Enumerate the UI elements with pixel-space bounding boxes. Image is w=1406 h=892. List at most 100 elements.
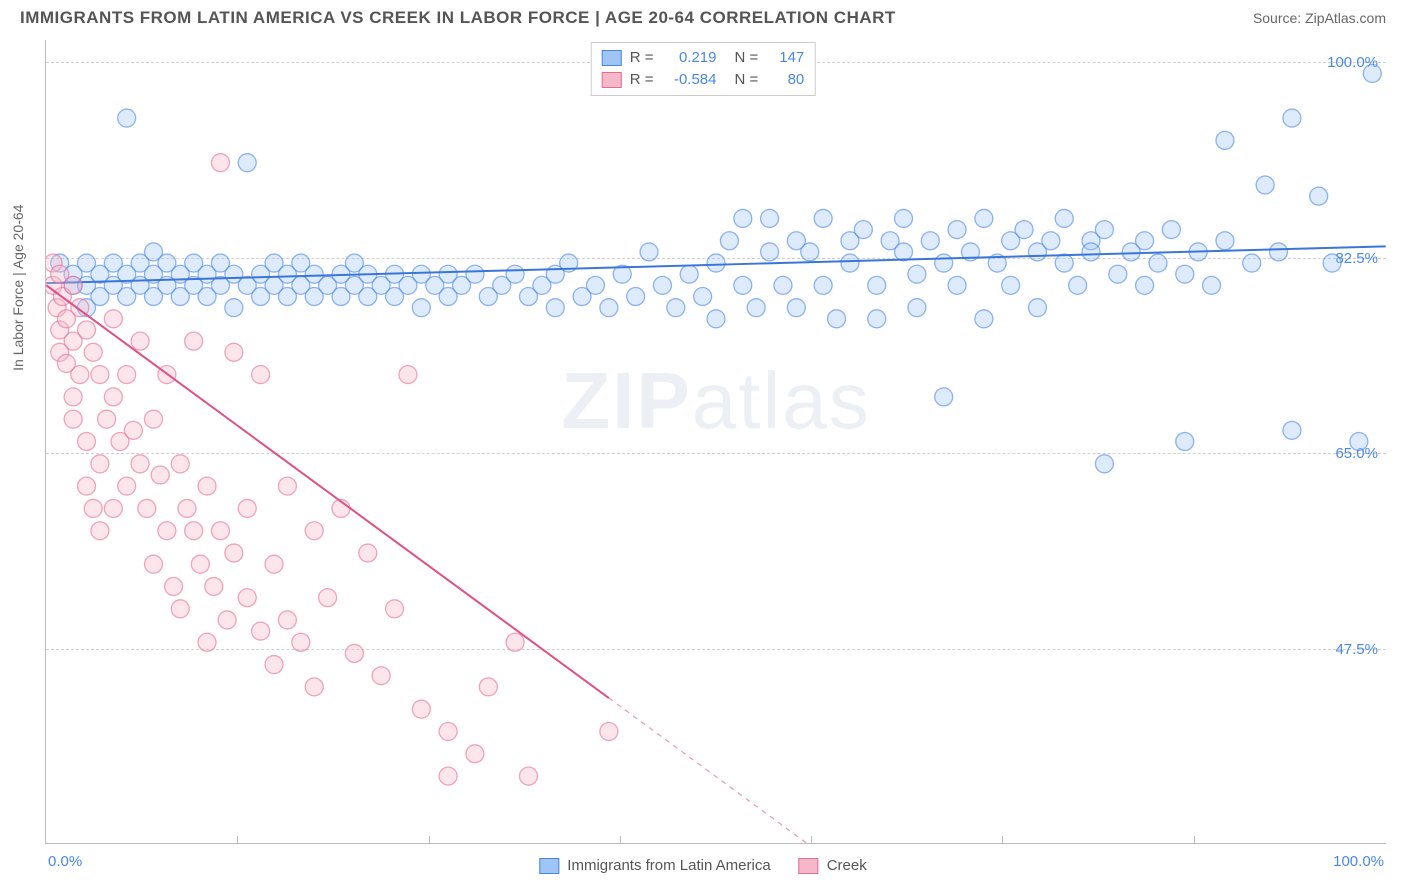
scatter-point: [908, 265, 926, 283]
scatter-point: [185, 332, 203, 350]
scatter-point: [841, 254, 859, 272]
scatter-point: [1095, 455, 1113, 473]
scatter-point: [1283, 421, 1301, 439]
scatter-point: [64, 410, 82, 428]
scatter-point: [707, 254, 725, 272]
legend-series-name: Immigrants from Latin America: [567, 857, 770, 874]
scatter-point: [1028, 299, 1046, 317]
scatter-point: [814, 276, 832, 294]
scatter-point: [84, 343, 102, 361]
scatter-point: [935, 388, 953, 406]
scatter-point: [466, 745, 484, 763]
legend-swatch: [602, 72, 622, 88]
scatter-point: [238, 154, 256, 172]
scatter-point: [205, 577, 223, 595]
scatter-point: [265, 555, 283, 573]
scatter-point: [1176, 433, 1194, 451]
scatter-point: [1243, 254, 1261, 272]
scatter-point: [91, 366, 109, 384]
scatter-point: [600, 299, 618, 317]
scatter-point: [774, 276, 792, 294]
scatter-point: [975, 310, 993, 328]
scatter-point: [1042, 232, 1060, 250]
scatter-point: [151, 466, 169, 484]
scatter-point: [506, 265, 524, 283]
scatter-point: [975, 209, 993, 227]
scatter-point: [372, 667, 390, 685]
scatter-point: [278, 611, 296, 629]
scatter-point: [412, 299, 430, 317]
y-axis-label: In Labor Force | Age 20-64: [10, 205, 26, 371]
legend-R-label: R =: [630, 69, 654, 91]
scatter-point: [1256, 176, 1274, 194]
chart-title: IMMIGRANTS FROM LATIN AMERICA VS CREEK I…: [20, 8, 896, 28]
scatter-point: [1002, 276, 1020, 294]
scatter-point: [935, 254, 953, 272]
scatter-point: [1015, 221, 1033, 239]
scatter-point: [359, 544, 377, 562]
scatter-point: [908, 299, 926, 317]
scatter-point: [305, 522, 323, 540]
scatter-point: [747, 299, 765, 317]
scatter-point: [948, 276, 966, 294]
source-label: Source: ZipAtlas.com: [1253, 10, 1386, 26]
scatter-point: [171, 600, 189, 618]
scatter-point: [439, 767, 457, 785]
scatter-point: [1216, 232, 1234, 250]
scatter-point: [238, 499, 256, 517]
scatter-point: [71, 366, 89, 384]
scatter-point: [1109, 265, 1127, 283]
scatter-point: [124, 421, 142, 439]
scatter-point: [91, 455, 109, 473]
legend-stats-row: R =0.219N =147: [602, 47, 805, 69]
legend-swatch: [539, 858, 559, 874]
legend-series-box: Immigrants from Latin America Creek: [535, 857, 870, 874]
chart-plot-area: ZIPatlas: [45, 40, 1386, 844]
scatter-point: [399, 366, 417, 384]
scatter-point: [761, 209, 779, 227]
scatter-point: [520, 767, 538, 785]
scatter-point: [466, 265, 484, 283]
legend-series-item: Creek: [799, 857, 867, 874]
scatter-point: [238, 589, 256, 607]
regression-extrapolation: [609, 698, 807, 843]
scatter-point: [1270, 243, 1288, 261]
scatter-point: [78, 433, 96, 451]
scatter-point: [144, 410, 162, 428]
scatter-point: [1323, 254, 1341, 272]
scatter-point: [1310, 187, 1328, 205]
scatter-point: [64, 388, 82, 406]
scatter-point: [171, 455, 189, 473]
scatter-point: [225, 299, 243, 317]
scatter-point: [627, 288, 645, 306]
legend-N-value: 147: [766, 47, 804, 69]
scatter-point: [1162, 221, 1180, 239]
scatter-point: [667, 299, 685, 317]
scatter-point: [1363, 64, 1381, 82]
scatter-point: [1055, 254, 1073, 272]
scatter-point: [921, 232, 939, 250]
scatter-point: [198, 633, 216, 651]
scatter-point: [506, 633, 524, 651]
scatter-point: [78, 321, 96, 339]
scatter-point: [91, 522, 109, 540]
scatter-point: [305, 678, 323, 696]
scatter-point: [868, 310, 886, 328]
x-tick-label: 100.0%: [1333, 853, 1384, 870]
scatter-point: [118, 366, 136, 384]
scatter-point: [694, 288, 712, 306]
scatter-point: [1095, 221, 1113, 239]
x-tick-label: 0.0%: [48, 853, 82, 870]
scatter-point: [734, 209, 752, 227]
scatter-point: [198, 477, 216, 495]
scatter-point: [118, 109, 136, 127]
legend-R-value: -0.584: [662, 69, 717, 91]
scatter-point: [185, 522, 203, 540]
scatter-point: [828, 310, 846, 328]
scatter-point: [680, 265, 698, 283]
scatter-point: [218, 611, 236, 629]
scatter-point: [278, 477, 296, 495]
scatter-point: [1136, 276, 1154, 294]
scatter-point: [104, 388, 122, 406]
scatter-point: [895, 243, 913, 261]
